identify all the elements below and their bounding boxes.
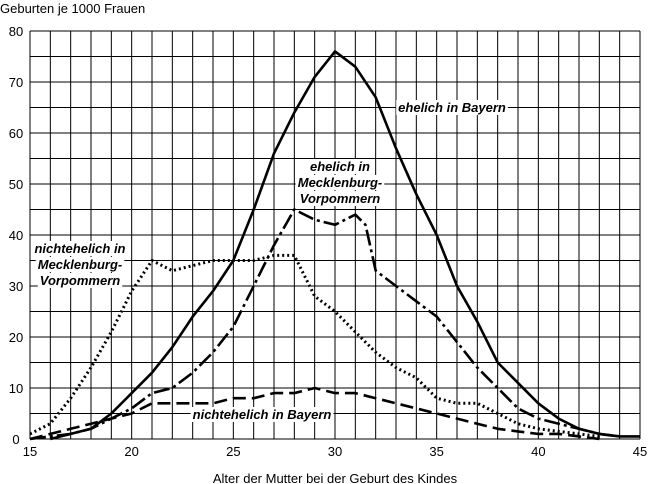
annotation-line: Mecklenburg- [298,175,383,190]
series-line-ehelich-mv [29,208,620,441]
x-tick-label: 30 [328,444,342,459]
annotation-knockout [297,191,383,206]
y-tick-label: 10 [9,381,23,396]
y-tick-label: 70 [9,75,23,90]
annotation-ehelich-bayern: ehelich in Bayern [396,100,508,115]
annotation-background [295,159,385,206]
series-layer [29,50,640,441]
grid [29,30,641,440]
x-tick-label: 45 [633,444,647,459]
x-tick-label: 25 [226,444,240,459]
annotation-line: nichtehelich in Bayern [193,407,332,422]
annotation-knockout [32,241,128,256]
annotation-line: Vorpommern [300,191,380,206]
annotation-knockout [396,100,508,115]
y-axis-title: Geburten je 1000 Frauen [0,1,145,16]
x-tick-label: 15 [23,444,37,459]
annotation-knockout [37,273,123,288]
y-tick-label: 40 [9,228,23,243]
x-tick-label: 35 [429,444,443,459]
annotation-line: Vorpommern [40,273,120,288]
annotation-background [190,407,334,422]
annotation-line: ehelich in Bayern [398,100,506,115]
tick-layer: 0 10 20 30 40 50 60 70 80 15 20 25 30 35 40 45 [9,24,647,459]
annotation-background [396,100,508,115]
annotation-background [32,241,128,288]
y-tick-label: 80 [9,24,23,39]
series-line-nichtehelich-bayern [29,386,600,441]
annotation-knockout [190,407,334,422]
annotation-line: Mecklenburg- [38,257,123,272]
annotation-nichtehelich-bayern: nichtehelich in Bayern [190,407,334,422]
y-tick-label: 0 [12,432,19,447]
y-tick-label: 30 [9,279,23,294]
y-tick-label: 20 [9,330,23,345]
y-tick-label: 50 [9,177,23,192]
x-axis-title: Alter der Mutter bei der Geburt des Kind… [213,471,458,484]
annotation-knockout [308,159,373,174]
annotation-line: ehelich in [310,159,370,174]
y-tick-label: 60 [9,126,23,141]
series-line-ehelich-bayern [49,50,640,441]
x-tick-label: 20 [124,444,138,459]
annotation-knockout [35,257,125,272]
annotation-line: nichtehelich in [34,241,125,256]
annotation-knockout [295,175,385,190]
x-tick-label: 40 [531,444,545,459]
